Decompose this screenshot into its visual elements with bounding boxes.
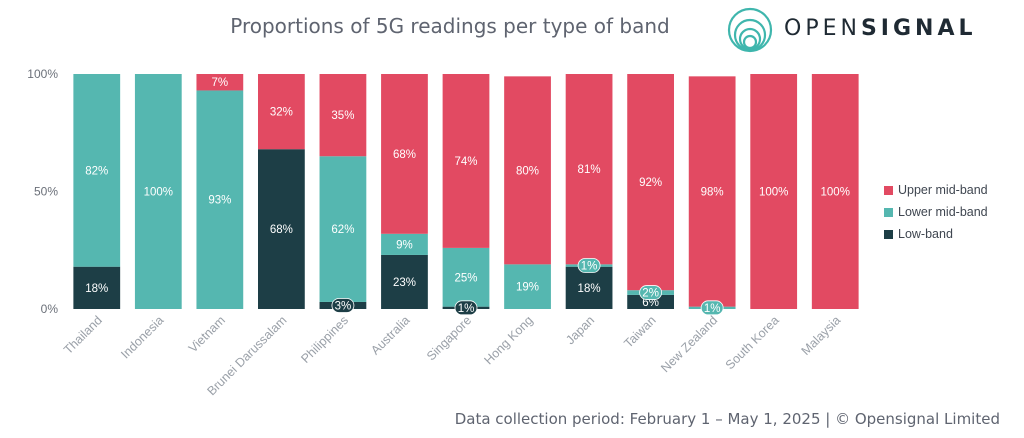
- small-value-badge: [454, 300, 478, 316]
- chart-legend: Upper mid-band Lower mid-band Low-band: [884, 180, 1020, 246]
- bar-value-label: 100%: [821, 187, 850, 199]
- bar-segment: [504, 264, 551, 309]
- bar-value-label: 32%: [270, 107, 293, 119]
- x-category-label: Indonesia: [118, 313, 166, 361]
- bar-value-label: 18%: [578, 283, 601, 295]
- chart-title: Proportions of 5G readings per type of b…: [230, 14, 670, 38]
- bar-segment: [258, 74, 305, 150]
- bar-segment: [442, 74, 490, 248]
- x-category-label: Australia: [368, 313, 412, 357]
- bar-value-label: 81%: [578, 164, 601, 176]
- legend-swatch: [884, 207, 893, 217]
- bar-segment: [258, 149, 305, 309]
- x-category-label: Thailand: [61, 313, 105, 357]
- y-tick-label: 50%: [34, 185, 58, 199]
- x-category-label: Malaysia: [799, 313, 844, 358]
- bar-segment: [319, 156, 367, 302]
- wordmark-signal: SIGNAL: [860, 16, 977, 41]
- bar-value-label: 7%: [212, 77, 229, 89]
- x-category-label: Philippines: [298, 313, 351, 366]
- bar-value-label: 23%: [393, 277, 416, 289]
- legend-swatch: [884, 229, 893, 239]
- bar-segment: [750, 74, 798, 309]
- small-value-badge: [700, 300, 724, 316]
- legend-item: Lower mid-band: [884, 202, 1020, 222]
- wordmark-open: OPEN: [784, 16, 861, 41]
- bar-value-label: 1%: [704, 303, 721, 315]
- bar-value-label: 100%: [144, 187, 173, 199]
- bar-segment: [134, 74, 182, 309]
- bar-segment: [565, 266, 613, 309]
- bar-segment: [688, 76, 736, 307]
- bar-segment: [381, 233, 428, 255]
- opensignal-rings-icon: [727, 7, 773, 53]
- y-tick-label: 0%: [41, 302, 59, 316]
- y-tick-label: 100%: [27, 67, 58, 81]
- opensignal-wordmark: OPENSIGNAL: [784, 16, 977, 41]
- bar-value-label: 9%: [396, 239, 413, 251]
- bar-value-label: 74%: [454, 156, 477, 168]
- bar-value-label: 93%: [208, 195, 231, 207]
- x-category-label: New Zealand: [658, 313, 720, 375]
- bar-value-label: 18%: [85, 283, 108, 295]
- bar-segment: [627, 74, 674, 291]
- x-category-label: Japan: [563, 313, 597, 347]
- bar-value-label: 92%: [639, 177, 662, 189]
- bar-value-label: 3%: [335, 300, 352, 312]
- opensignal-logo: OPENSIGNAL: [726, 6, 1016, 53]
- bar-segment: [381, 254, 428, 309]
- legend-label: Upper mid-band: [898, 183, 988, 197]
- bar-value-label: 80%: [516, 165, 539, 177]
- bar-segment: [319, 74, 367, 157]
- bar-value-label: 68%: [270, 224, 293, 236]
- bar-value-label: 1%: [458, 303, 475, 315]
- x-category-label: Taiwan: [621, 313, 658, 350]
- bar-segment: [504, 76, 551, 265]
- bar-segment: [811, 74, 859, 309]
- bar-segment: [196, 74, 244, 91]
- bar-segment: [73, 74, 121, 267]
- small-value-badge: [577, 258, 601, 273]
- bar-value-label: 62%: [331, 224, 354, 236]
- legend-item: Upper mid-band: [884, 180, 1020, 200]
- bar-segment: [381, 74, 428, 234]
- bar-value-label: 68%: [393, 149, 416, 161]
- legend-item: Low-band: [884, 224, 1020, 244]
- small-value-badge: [639, 285, 663, 300]
- bar-value-label: 1%: [581, 261, 598, 273]
- bar-value-label: 100%: [759, 187, 788, 199]
- bar-segment: [442, 247, 490, 307]
- bar-segment: [196, 90, 244, 309]
- legend-label: Low-band: [898, 227, 953, 241]
- small-value-badge: [331, 298, 355, 313]
- x-category-label: Singapore: [424, 313, 474, 363]
- bar-segment: [73, 266, 121, 309]
- bar-value-label: 25%: [454, 272, 477, 284]
- legend-swatch: [884, 185, 893, 195]
- bar-segment: [627, 294, 674, 309]
- bar-value-label: 82%: [85, 165, 108, 177]
- data-collection-footer: Data collection period: February 1 – May…: [454, 410, 1000, 428]
- bar-value-label: 19%: [516, 282, 539, 294]
- bar-segment: [565, 74, 613, 265]
- x-category-label: Vietnam: [186, 313, 228, 355]
- x-category-label: South Korea: [723, 313, 782, 372]
- x-category-label: Hong Kong: [482, 313, 536, 367]
- bar-value-label: 2%: [642, 288, 659, 300]
- bar-value-label: 98%: [701, 187, 724, 199]
- bar-value-label: 6%: [642, 297, 659, 309]
- bar-value-label: 35%: [331, 110, 354, 122]
- legend-label: Lower mid-band: [898, 205, 988, 219]
